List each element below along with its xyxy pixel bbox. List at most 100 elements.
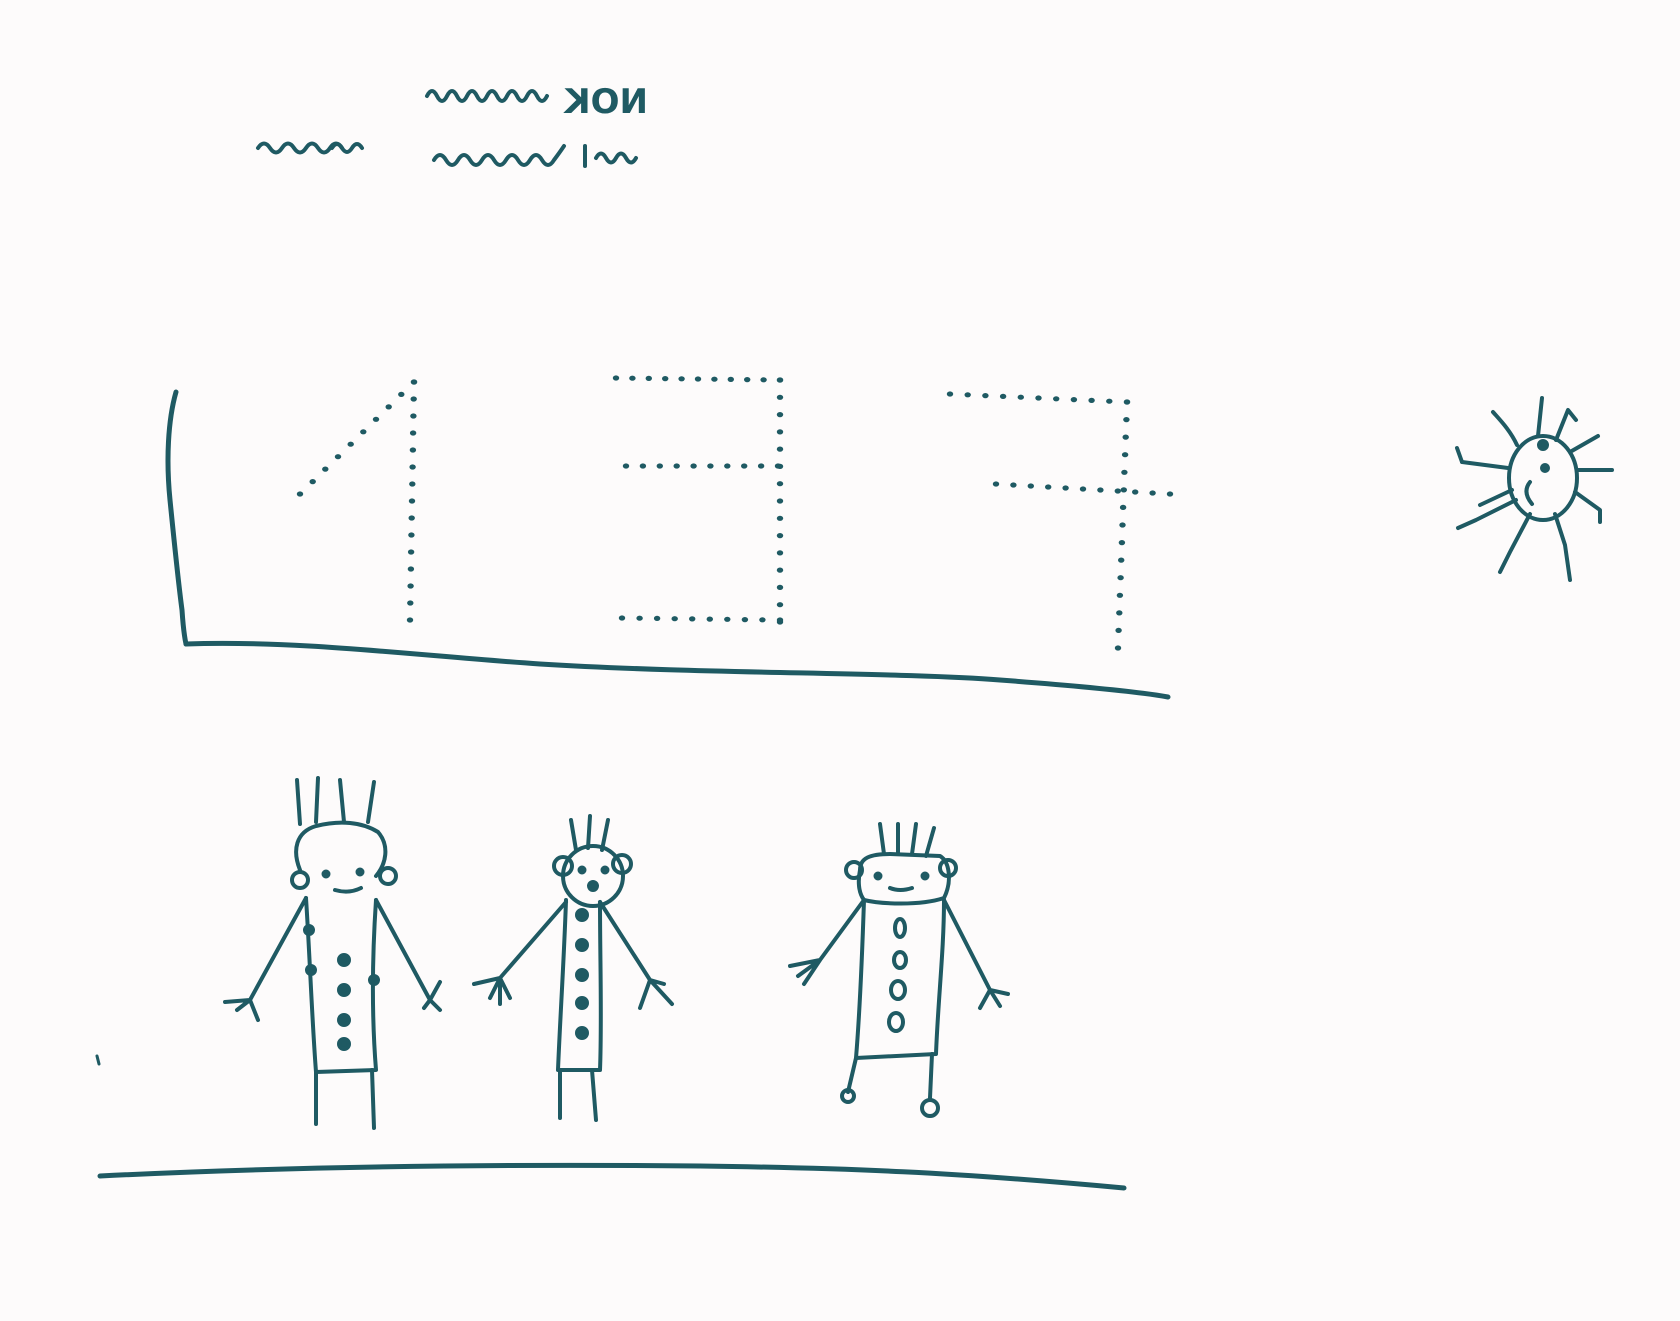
digit-dot — [707, 463, 714, 469]
digit-dot — [1114, 488, 1122, 494]
digit-three — [612, 375, 784, 625]
head — [294, 820, 388, 878]
digit-dot — [690, 463, 697, 469]
digit-dot — [410, 379, 418, 385]
arm — [223, 896, 308, 1022]
digit-dot — [409, 447, 417, 453]
digit-dot — [407, 549, 415, 555]
digit-dot — [776, 446, 784, 452]
digit-seven — [946, 391, 1174, 651]
ear — [552, 855, 574, 877]
digit-dot — [385, 404, 392, 410]
sun-face — [1507, 434, 1579, 522]
leg — [928, 1052, 934, 1100]
digit-dot — [741, 617, 749, 623]
digit-dot — [407, 566, 415, 572]
digit-dot — [964, 392, 971, 398]
head — [856, 852, 951, 906]
digit-dot — [618, 615, 626, 621]
digit-dot — [776, 412, 784, 418]
digit-dot — [776, 602, 784, 608]
dotted-digits — [296, 375, 1174, 651]
arm — [598, 900, 674, 1010]
ear — [844, 860, 864, 880]
digit-dot — [1115, 627, 1122, 634]
digit-dot — [776, 394, 784, 400]
ground-line — [97, 1162, 1127, 1191]
upper-frame — [165, 389, 1171, 700]
digit-dot — [946, 391, 954, 397]
stray-mark — [95, 1054, 101, 1066]
digit-dot — [1132, 489, 1139, 495]
sun-ray — [1455, 446, 1464, 464]
digit-dot — [1045, 484, 1052, 490]
sun-ray — [1478, 488, 1514, 507]
sun-ray — [1553, 512, 1572, 582]
digit-dot — [1017, 394, 1024, 400]
digit-dot — [656, 463, 663, 469]
body — [854, 898, 946, 1060]
digit-dot — [409, 464, 416, 470]
mouth — [333, 886, 363, 894]
digit-dot — [639, 463, 647, 469]
body — [556, 898, 603, 1072]
digit-dot — [776, 550, 784, 556]
digit-dot — [1117, 575, 1124, 581]
digit-one — [296, 379, 418, 623]
digit-dot — [1035, 395, 1042, 401]
ear — [611, 853, 633, 875]
digit-dot — [296, 491, 304, 497]
sun-ray — [1573, 490, 1602, 524]
sun-ray — [1536, 396, 1544, 438]
digit-dot — [1123, 417, 1130, 423]
digit-dot — [347, 441, 354, 447]
digit-dot — [711, 376, 718, 382]
digit-dot — [774, 463, 782, 469]
digit-dot — [1010, 482, 1017, 488]
header-word-nok: NOK — [563, 82, 648, 122]
sun-mouth — [1524, 480, 1534, 506]
digit-dot — [776, 377, 784, 383]
digit-dot — [1106, 398, 1113, 404]
digit-dot — [694, 376, 702, 382]
digit-dot — [334, 454, 342, 460]
digit-dot — [1097, 487, 1104, 493]
digit-dot — [408, 498, 416, 504]
hair — [569, 814, 610, 852]
digit-dot — [759, 617, 766, 623]
digit-dot — [1053, 396, 1060, 402]
digit-dot — [372, 416, 380, 422]
sun-ray — [1498, 512, 1532, 574]
digit-dot — [322, 466, 329, 472]
digit-dot — [776, 567, 784, 573]
digit-dot — [398, 391, 405, 397]
arm — [374, 898, 442, 1012]
digit-dot — [360, 429, 367, 435]
header-scribble-4 — [432, 144, 566, 167]
digit-dot — [1116, 610, 1123, 616]
digit-dot — [1027, 483, 1035, 489]
digit-dot — [992, 481, 1000, 487]
header-scribbles: NOK — [256, 82, 648, 168]
header-scribble-1 — [425, 89, 549, 103]
digit-dot — [727, 376, 734, 382]
digit-dot — [776, 515, 784, 521]
arm — [788, 898, 866, 986]
header-scribble-6 — [594, 151, 638, 165]
leg — [370, 1068, 376, 1130]
foot — [920, 1098, 940, 1118]
digit-dot — [1118, 540, 1126, 546]
mouth — [888, 886, 914, 892]
sun-ray — [1554, 408, 1578, 442]
digit-dot — [1122, 434, 1129, 440]
digit-dot — [776, 429, 784, 435]
person-left — [223, 776, 442, 1130]
digit-dot — [662, 376, 669, 382]
header-scribble-2 — [256, 141, 344, 155]
digit-dot — [1088, 397, 1095, 403]
digit-dot — [408, 532, 415, 538]
digit-dot — [982, 393, 989, 399]
sun-ray — [1456, 498, 1518, 530]
digit-dot — [744, 377, 751, 383]
